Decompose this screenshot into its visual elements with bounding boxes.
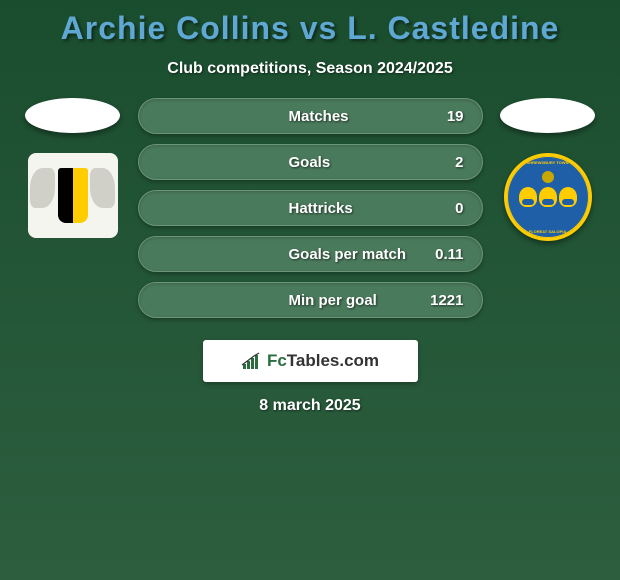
stat-row-hattricks: Hattricks 0 xyxy=(138,190,483,226)
stat-value: 0 xyxy=(455,200,463,217)
logo-tables: Tables.com xyxy=(287,351,379,370)
team-left-oval xyxy=(25,98,120,133)
stat-value: 1221 xyxy=(430,292,463,309)
chart-icon xyxy=(241,352,261,370)
logo-text: FcTables.com xyxy=(267,351,379,371)
team-right-oval xyxy=(500,98,595,133)
lion-icon xyxy=(539,187,557,207)
stat-label: Goals xyxy=(289,154,331,171)
wing-right-icon xyxy=(90,168,115,208)
stat-label: Min per goal xyxy=(289,292,377,309)
stat-value: 19 xyxy=(447,108,464,125)
stat-row-goals: Goals 2 xyxy=(138,144,483,180)
page-title: Archie Collins vs L. Castledine xyxy=(10,0,610,52)
main-area: Matches 19 Goals 2 Hattricks 0 Goals per… xyxy=(10,98,610,318)
stat-value: 2 xyxy=(455,154,463,171)
team-left-column xyxy=(23,98,123,238)
crest-ball-icon xyxy=(542,171,554,183)
crest-shield-icon xyxy=(58,168,88,223)
stat-row-matches: Matches 19 xyxy=(138,98,483,134)
logo-fc: Fc xyxy=(267,351,287,370)
lions-icon xyxy=(519,187,577,207)
wing-left-icon xyxy=(30,168,55,208)
stat-label: Hattricks xyxy=(289,200,353,217)
subtitle: Club competitions, Season 2024/2025 xyxy=(10,52,610,98)
team-right-column: SHREWSBURY TOWN FLOREAT SALOPIA xyxy=(498,98,598,241)
date-text: 8 march 2025 xyxy=(10,382,610,430)
lion-icon xyxy=(559,187,577,207)
lion-icon xyxy=(519,187,537,207)
stat-label: Matches xyxy=(289,108,349,125)
fctables-logo: FcTables.com xyxy=(203,340,418,382)
stat-label: Goals per match xyxy=(289,246,407,263)
stat-value: 0.11 xyxy=(435,246,463,263)
stat-row-gpm: Goals per match 0.11 xyxy=(138,236,483,272)
team-right-crest: SHREWSBURY TOWN FLOREAT SALOPIA xyxy=(504,153,592,241)
stat-row-mpg: Min per goal 1221 xyxy=(138,282,483,318)
team-left-crest xyxy=(28,153,118,238)
crest-text-top: SHREWSBURY TOWN xyxy=(527,160,569,165)
crest-text-bottom: FLOREAT SALOPIA xyxy=(529,229,566,234)
stats-column: Matches 19 Goals 2 Hattricks 0 Goals per… xyxy=(138,98,483,318)
